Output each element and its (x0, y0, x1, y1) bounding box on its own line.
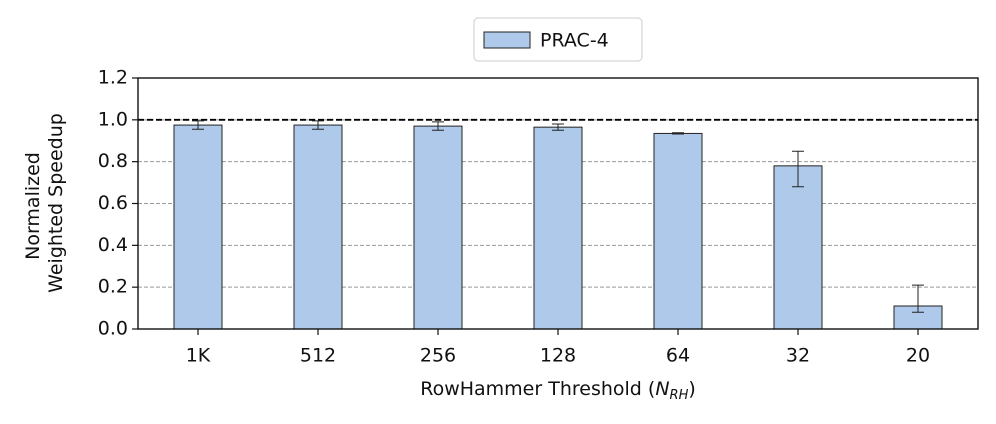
error-bar (792, 150, 804, 188)
y-tick-label: 1.2 (98, 67, 128, 89)
x-tick-label: 512 (300, 345, 336, 367)
error-bar (312, 120, 324, 130)
x-tick-label: 128 (540, 345, 576, 367)
x-axis-label-part: ) (688, 378, 695, 400)
bar (773, 165, 823, 330)
y-tick-label: 1.0 (98, 108, 128, 130)
x-axis-label-part: RowHammer Threshold ( (420, 378, 655, 400)
x-tick-label: 32 (786, 345, 810, 367)
error-bar (672, 132, 684, 135)
y-axis-label-line: Normalized (22, 152, 44, 260)
y-tick-label: 0.6 (98, 192, 128, 214)
legend-box (473, 17, 643, 62)
x-tick-label: 20 (906, 345, 930, 367)
x-axis-label-part: N (655, 378, 669, 400)
error-bar (912, 284, 924, 313)
y-tick-label: 0.8 (98, 150, 128, 172)
y-axis-label: Normalized Weighted Speedup (22, 113, 67, 293)
x-axis-label: RowHammer Threshold (NRH) (420, 378, 696, 403)
error-bar (432, 121, 444, 131)
error-bar (192, 120, 204, 130)
bar (293, 124, 343, 330)
x-axis-label-part: RH (670, 388, 689, 403)
y-axis-label-line: Weighted Speedup (45, 113, 67, 293)
x-tick-label: 1K (186, 345, 211, 367)
plot-frame (137, 77, 979, 330)
x-tick-label: 64 (666, 345, 690, 367)
bar (173, 124, 223, 330)
bar (653, 132, 703, 330)
x-tick-label: 256 (420, 345, 456, 367)
error-bar (552, 123, 564, 131)
legend-label: PRAC-4 (540, 30, 609, 52)
bar (413, 125, 463, 330)
bar (533, 126, 583, 330)
y-tick-label: 0.2 (98, 276, 128, 298)
y-tick-label: 0.4 (98, 234, 128, 256)
y-tick-label: 0.0 (98, 318, 128, 340)
legend-swatch (483, 31, 531, 49)
